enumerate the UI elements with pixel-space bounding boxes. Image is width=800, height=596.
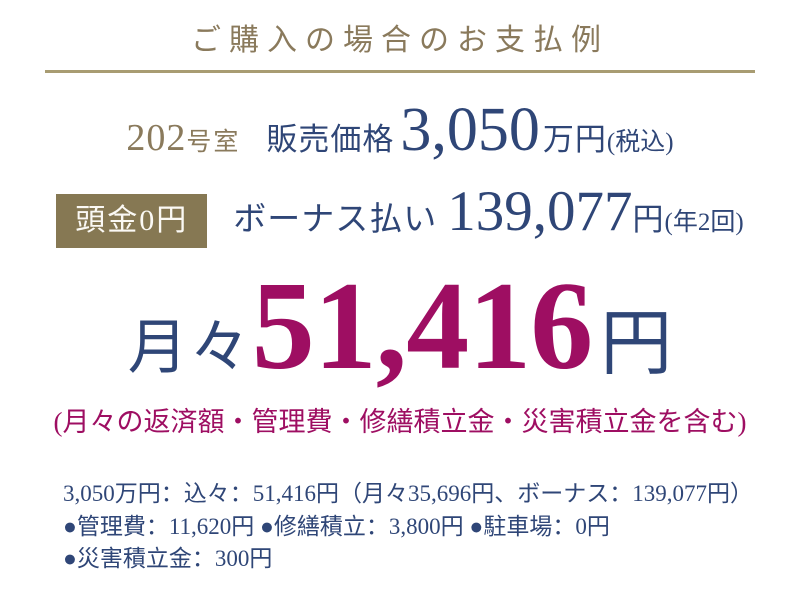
- monthly-payment-prefix: 月々: [127, 315, 252, 381]
- monthly-payment-unit: 円: [600, 304, 673, 384]
- down-payment-badge: 頭金0円: [56, 194, 208, 248]
- sale-price-amount: 3,050: [400, 96, 540, 164]
- bonus-payment-label: ボーナス払い: [233, 202, 438, 238]
- sale-price-unit: 万円: [542, 122, 607, 157]
- sale-price-row: 202号室 販売価格 3,050 万円 (税込): [0, 99, 800, 161]
- tax-included-note: (税込): [606, 129, 674, 156]
- included-costs-note: (月々の返済額・管理費・修繕積立金・災害積立金を含む): [53, 407, 747, 437]
- breakdown-summary-line: 3,050万円：込々：51,416円（月々35,696円、ボーナス：139,07…: [63, 480, 753, 506]
- page-title: ご購入の場合のお支払例: [191, 24, 609, 57]
- room-number: 202号室: [126, 119, 240, 157]
- monthly-payment-row: 月々 51,416 円: [0, 264, 800, 390]
- breakdown-fees-line: ●管理費：11,620円 ●修繕積立：3,800円 ●駐車場：0円: [63, 513, 610, 539]
- room-number-value: 202: [126, 117, 187, 159]
- bonus-payment-row: 頭金0円 ボーナス払い 139,077 円 (年2回): [0, 183, 800, 248]
- bonus-frequency-note: (年2回): [664, 209, 744, 236]
- room-number-suffix: 号室: [186, 129, 241, 156]
- breakdown-disaster-line: ●災害積立金：300円: [63, 546, 273, 572]
- bonus-payment-unit: 円: [632, 202, 665, 237]
- breakdown-notes: 3,050万円：込々：51,416円（月々35,696円、ボーナス：139,07…: [63, 478, 800, 577]
- sale-price-label: 販売価格: [266, 122, 395, 157]
- title-underline: [45, 70, 755, 73]
- monthly-payment-amount: 51,416: [251, 257, 593, 396]
- payment-example-panel: ご購入の場合のお支払例 202号室 販売価格 3,050 万円 (税込) 頭金0…: [0, 26, 800, 596]
- header: ご購入の場合のお支払例: [0, 26, 800, 73]
- bonus-payment-amount: 139,077: [447, 180, 633, 243]
